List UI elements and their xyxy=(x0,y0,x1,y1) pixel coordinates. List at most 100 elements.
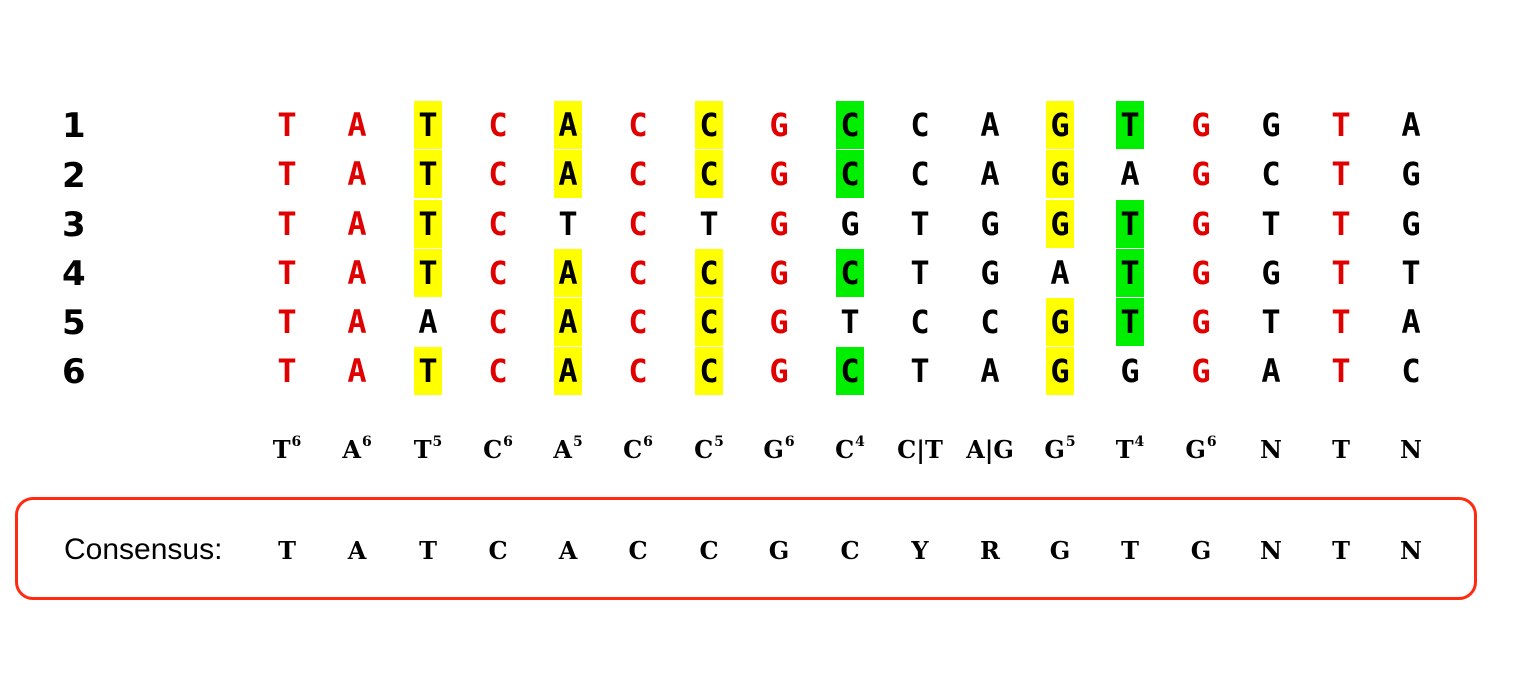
nucleotide: A xyxy=(1401,106,1421,144)
count-superscript: 5 xyxy=(714,434,724,450)
nucleotide: C xyxy=(628,155,648,193)
base-cell: C xyxy=(624,249,652,297)
highlighted-base-cell: A xyxy=(554,298,582,346)
count-superscript: 6 xyxy=(291,434,302,450)
nucleotide: T xyxy=(840,303,860,341)
highlighted-base-cell: T xyxy=(414,150,442,198)
count-base: C|T xyxy=(897,435,943,464)
nucleotide: C xyxy=(1401,352,1421,390)
base-cell: T xyxy=(273,347,301,395)
count-superscript: 6 xyxy=(1206,434,1217,450)
base-cell: C xyxy=(906,150,934,198)
nucleotide: C xyxy=(488,254,508,292)
base-cell: G xyxy=(1397,200,1425,248)
count-superscript: 4 xyxy=(855,434,865,450)
count-base: A xyxy=(553,435,572,464)
base-cell: G xyxy=(1187,298,1215,346)
column-count: N xyxy=(1260,432,1282,468)
count-base: T xyxy=(413,435,432,464)
nucleotide: A xyxy=(1120,155,1140,193)
highlighted-base-cell: T xyxy=(1116,101,1144,149)
row-number: 2 xyxy=(62,156,86,196)
nucleotide: T xyxy=(910,352,930,390)
nucleotide: G xyxy=(980,205,1000,243)
nucleotide: A xyxy=(347,205,367,243)
count-superscript: 6 xyxy=(503,434,513,450)
nucleotide: C xyxy=(628,352,648,390)
nucleotide: C xyxy=(699,352,719,390)
nucleotide: C xyxy=(840,352,860,390)
nucleotide: T xyxy=(558,205,578,243)
base-cell: A xyxy=(1046,249,1074,297)
nucleotide: G xyxy=(840,205,860,243)
nucleotide: G xyxy=(1401,205,1421,243)
highlighted-base-cell: A xyxy=(554,249,582,297)
count-base: A|G xyxy=(966,435,1014,464)
base-cell: A xyxy=(1257,347,1285,395)
base-cell: T xyxy=(1397,249,1425,297)
column-count: G6 xyxy=(1185,432,1216,468)
base-cell: A xyxy=(1397,298,1425,346)
highlighted-base-cell: C xyxy=(695,101,723,149)
nucleotide: T xyxy=(418,205,438,243)
highlighted-base-cell: A xyxy=(554,347,582,395)
nucleotide: T xyxy=(418,155,438,193)
column-count: C6 xyxy=(623,432,653,468)
nucleotide: T xyxy=(1331,352,1351,390)
column-count: T5 xyxy=(414,432,443,468)
base-cell: G xyxy=(1397,150,1425,198)
nucleotide: T xyxy=(1331,106,1351,144)
base-cell: T xyxy=(1257,200,1285,248)
nucleotide: G xyxy=(1191,155,1211,193)
nucleotide: C xyxy=(910,303,930,341)
nucleotide: A xyxy=(1261,352,1281,390)
base-cell: A xyxy=(976,150,1004,198)
base-cell: T xyxy=(1257,298,1285,346)
row-number: 5 xyxy=(62,303,86,343)
count-base: A xyxy=(342,435,361,464)
consensus-base: T xyxy=(1332,536,1350,565)
nucleotide: T xyxy=(277,352,297,390)
consensus-base: C xyxy=(840,536,860,565)
nucleotide: C xyxy=(628,106,648,144)
base-cell: T xyxy=(273,150,301,198)
count-superscript: 6 xyxy=(784,434,795,450)
highlighted-base-cell: T xyxy=(414,200,442,248)
base-cell: A xyxy=(343,249,371,297)
highlighted-base-cell: G xyxy=(1046,347,1074,395)
highlighted-base-cell: C xyxy=(695,150,723,198)
nucleotide: G xyxy=(769,303,789,341)
count-superscript: 5 xyxy=(572,434,583,450)
base-cell: T xyxy=(836,298,864,346)
consensus-base: R xyxy=(980,536,1000,565)
base-cell: A xyxy=(414,298,442,346)
nucleotide: T xyxy=(1331,303,1351,341)
highlighted-base-cell: G xyxy=(1046,150,1074,198)
nucleotide: A xyxy=(1401,303,1421,341)
consensus-base: C xyxy=(488,536,508,565)
base-cell: C xyxy=(976,298,1004,346)
row-number: 6 xyxy=(62,352,86,392)
consensus-base: N xyxy=(1400,536,1422,565)
nucleotide: C xyxy=(699,155,719,193)
nucleotide: G xyxy=(980,254,1000,292)
column-count: T6 xyxy=(273,432,302,468)
nucleotide: T xyxy=(1120,106,1140,144)
base-cell: C xyxy=(484,298,512,346)
base-cell: T xyxy=(1327,200,1355,248)
nucleotide: C xyxy=(910,106,930,144)
base-cell: G xyxy=(836,200,864,248)
base-cell: C xyxy=(1257,150,1285,198)
base-cell: C xyxy=(624,298,652,346)
nucleotide: T xyxy=(277,303,297,341)
nucleotide: T xyxy=(418,106,438,144)
count-base: G xyxy=(1044,435,1065,464)
nucleotide: A xyxy=(347,106,367,144)
base-cell: T xyxy=(906,347,934,395)
highlighted-base-cell: C xyxy=(695,249,723,297)
nucleotide: T xyxy=(699,205,719,243)
highlighted-base-cell: C xyxy=(836,150,864,198)
nucleotide: C xyxy=(488,205,508,243)
consensus-base: G xyxy=(1190,536,1212,565)
nucleotide: G xyxy=(1191,303,1211,341)
